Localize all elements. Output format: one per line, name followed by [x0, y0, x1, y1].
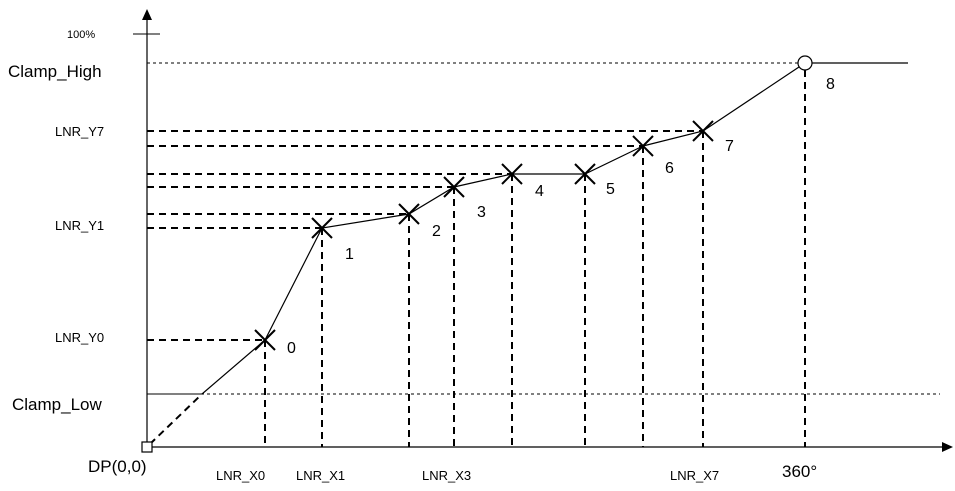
point-label-1: 1	[345, 246, 354, 263]
x-label-x1: LNR_X1	[296, 468, 345, 483]
point-label-2: 2	[432, 223, 441, 240]
x-end-label: 360°	[782, 462, 817, 481]
point-labels: 0 1 2 3 4 5 6 7 8	[287, 76, 835, 357]
point-label-7: 7	[725, 138, 734, 155]
marker-4	[501, 163, 523, 185]
marker-7	[692, 120, 714, 142]
y-label-y1: LNR_Y1	[55, 218, 104, 233]
clamp-high-label: Clamp_High	[8, 62, 102, 81]
point-label-4: 4	[535, 183, 544, 200]
x-label-x0: LNR_X0	[216, 468, 265, 483]
y-axis-arrow	[142, 9, 152, 20]
vertical-guides	[264, 70, 806, 447]
y-label-y7: LNR_Y7	[55, 124, 104, 139]
point-markers	[254, 120, 714, 351]
point-label-3: 3	[477, 204, 486, 221]
marker-8-circle	[797, 55, 813, 71]
origin-marker	[141, 441, 153, 453]
x-label-x7: LNR_X7	[670, 468, 719, 483]
point-label-8: 8	[826, 76, 835, 93]
origin-extrapolation	[149, 393, 203, 445]
x-axis-arrow	[942, 442, 953, 452]
marker-0	[254, 329, 276, 351]
horizontal-guides	[147, 130, 703, 341]
point-label-0: 0	[287, 340, 296, 357]
point-label-6: 6	[665, 160, 674, 177]
marker-1	[311, 217, 333, 239]
marker-6	[632, 135, 654, 157]
y-label-y0: LNR_Y0	[55, 330, 104, 345]
marker-2	[398, 203, 420, 225]
marker-3	[443, 176, 465, 198]
x-label-x3: LNR_X3	[422, 468, 471, 483]
origin-label: DP(0,0)	[88, 457, 147, 476]
marker-5	[574, 163, 596, 185]
y-top-label: 100%	[67, 29, 95, 41]
clamp-low-label: Clamp_Low	[12, 395, 102, 414]
point-label-5: 5	[606, 181, 615, 198]
